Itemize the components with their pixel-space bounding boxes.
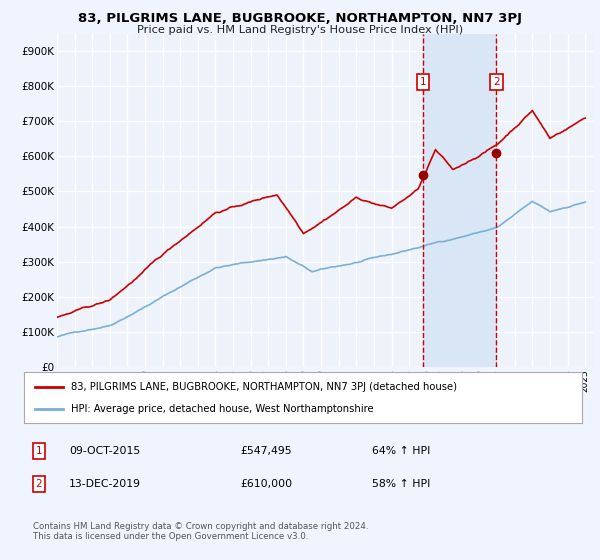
Text: 13-DEC-2019: 13-DEC-2019 — [69, 479, 141, 489]
Text: 1: 1 — [35, 446, 43, 456]
Text: 2: 2 — [35, 479, 43, 489]
Text: £610,000: £610,000 — [240, 479, 292, 489]
Text: 64% ↑ HPI: 64% ↑ HPI — [372, 446, 430, 456]
Text: Price paid vs. HM Land Registry's House Price Index (HPI): Price paid vs. HM Land Registry's House … — [137, 25, 463, 35]
Text: 58% ↑ HPI: 58% ↑ HPI — [372, 479, 430, 489]
Text: Contains HM Land Registry data © Crown copyright and database right 2024.
This d: Contains HM Land Registry data © Crown c… — [33, 522, 368, 542]
Text: 83, PILGRIMS LANE, BUGBROOKE, NORTHAMPTON, NN7 3PJ (detached house): 83, PILGRIMS LANE, BUGBROOKE, NORTHAMPTO… — [71, 381, 457, 391]
Text: 2: 2 — [493, 77, 500, 87]
Text: £547,495: £547,495 — [240, 446, 292, 456]
Text: 1: 1 — [419, 77, 426, 87]
Text: 83, PILGRIMS LANE, BUGBROOKE, NORTHAMPTON, NN7 3PJ: 83, PILGRIMS LANE, BUGBROOKE, NORTHAMPTO… — [78, 12, 522, 25]
Bar — [423, 34, 496, 367]
Text: HPI: Average price, detached house, West Northamptonshire: HPI: Average price, detached house, West… — [71, 404, 374, 414]
Text: 09-OCT-2015: 09-OCT-2015 — [69, 446, 140, 456]
